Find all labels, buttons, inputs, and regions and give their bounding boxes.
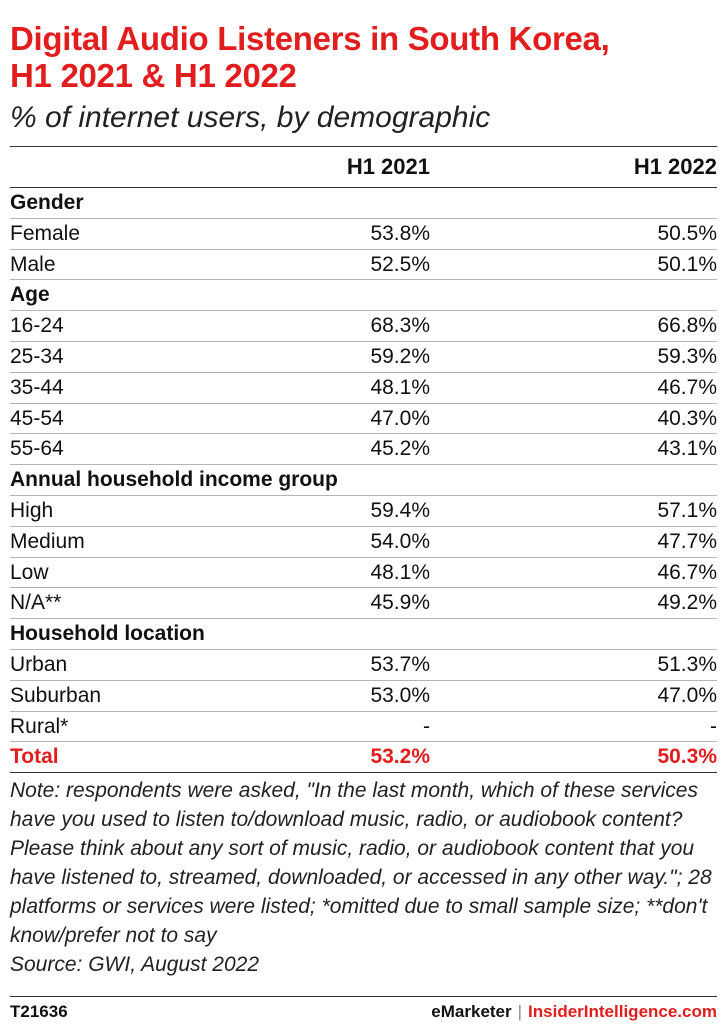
value-h1-2022: 66.8% [430, 310, 717, 342]
table-total-row: Total 53.2% 50.3% [10, 741, 717, 774]
table-row: Female 53.8% 50.5% [10, 218, 717, 250]
value-h1-2022: 43.1% [430, 433, 717, 466]
row-label: High [10, 495, 260, 527]
row-label: 45-54 [10, 403, 260, 435]
value-h1-2021: 47.0% [260, 403, 430, 435]
value-h1-2022: 59.3% [430, 341, 717, 373]
table-row: Suburban 53.0% 47.0% [10, 680, 717, 712]
value-h1-2022: 47.0% [430, 680, 717, 712]
table-row: Low 48.1% 46.7% [10, 557, 717, 589]
chart-title: Digital Audio Listeners in South Korea, … [10, 20, 717, 94]
value-h1-2021: 45.9% [260, 587, 430, 620]
group-label: Annual household income group [10, 464, 717, 496]
group-label: Gender [10, 187, 717, 219]
row-label: 16-24 [10, 310, 260, 342]
value-h1-2021: 53.2% [260, 741, 430, 774]
table-group-row: Age [10, 279, 717, 312]
table-row: 55-64 45.2% 43.1% [10, 433, 717, 466]
table-row: 25-34 59.2% 59.3% [10, 341, 717, 373]
table-header-row: H1 2021 H1 2022 [10, 146, 717, 188]
chart-footer: T21636 eMarketer | InsiderIntelligence.com [10, 996, 717, 1025]
value-h1-2022: 49.2% [430, 587, 717, 620]
row-label: 25-34 [10, 341, 260, 373]
table-row: 45-54 47.0% 40.3% [10, 403, 717, 435]
row-label: Suburban [10, 680, 260, 712]
value-h1-2021: 59.4% [260, 495, 430, 527]
brand-separator: | [517, 1002, 523, 1021]
chart-title-line-1: Digital Audio Listeners in South Korea, [10, 20, 610, 57]
table-row: Male 52.5% 50.1% [10, 249, 717, 281]
source-text: Source: GWI, August 2022 [10, 953, 260, 977]
value-h1-2022: 50.3% [430, 741, 717, 774]
value-h1-2022: 46.7% [430, 557, 717, 589]
value-h1-2022: 51.3% [430, 649, 717, 681]
column-header-h1-2022: H1 2022 [430, 146, 717, 188]
value-h1-2022: 57.1% [430, 495, 717, 527]
table-row: High 59.4% 57.1% [10, 495, 717, 527]
value-h1-2021: 48.1% [260, 557, 430, 589]
note-text: Note: respondents were asked, "In the la… [10, 779, 712, 948]
value-h1-2022: 50.1% [430, 249, 717, 281]
row-label: Male [10, 249, 260, 281]
column-header-h1-2021: H1 2021 [260, 146, 430, 188]
table-row: 35-44 48.1% 46.7% [10, 372, 717, 404]
row-label: Medium [10, 526, 260, 558]
brand-emarketer: eMarketer [431, 1002, 512, 1021]
chart-container: Digital Audio Listeners in South Korea, … [10, 20, 717, 979]
row-label: Low [10, 557, 260, 589]
brand-insider-intelligence: InsiderIntelligence.com [528, 1002, 717, 1021]
table-group-row: Annual household income group [10, 464, 717, 496]
value-h1-2022: - [430, 711, 717, 743]
value-h1-2021: 53.0% [260, 680, 430, 712]
value-h1-2021: 68.3% [260, 310, 430, 342]
table-row: Medium 54.0% 47.7% [10, 526, 717, 558]
value-h1-2021: 52.5% [260, 249, 430, 281]
row-label: 55-64 [10, 433, 260, 466]
row-label: N/A** [10, 587, 260, 620]
chart-subtitle: % of internet users, by demographic [10, 101, 491, 134]
data-table: H1 2021 H1 2022 Gender Female 53.8% 50.5% Ma… [10, 146, 717, 774]
value-h1-2022: 50.5% [430, 218, 717, 250]
value-h1-2021: 54.0% [260, 526, 430, 558]
table-row: Urban 53.7% 51.3% [10, 649, 717, 681]
value-h1-2022: 47.7% [430, 526, 717, 558]
chart-note: Note: respondents were asked, "In the la… [10, 776, 717, 979]
value-h1-2022: 46.7% [430, 372, 717, 404]
row-label: Female [10, 218, 260, 250]
row-label: Total [10, 741, 260, 774]
table-row: 16-24 68.3% 66.8% [10, 310, 717, 342]
value-h1-2021: 59.2% [260, 341, 430, 373]
row-label: Urban [10, 649, 260, 681]
value-h1-2021: 45.2% [260, 433, 430, 466]
table-row: Rural* - - [10, 711, 717, 743]
value-h1-2021: 53.7% [260, 649, 430, 681]
row-label: 35-44 [10, 372, 260, 404]
group-label: Household location [10, 618, 717, 650]
value-h1-2021: 53.8% [260, 218, 430, 250]
column-header-label [10, 146, 260, 188]
value-h1-2022: 40.3% [430, 403, 717, 435]
group-label: Age [10, 279, 717, 312]
table-group-row: Gender [10, 187, 717, 219]
table-group-row: Household location [10, 618, 717, 650]
footer-brand: eMarketer | InsiderIntelligence.com [431, 999, 717, 1025]
table-body: Gender Female 53.8% 50.5% Male 52.5% 50.1% Age 1… [10, 187, 717, 774]
row-label: Rural* [10, 711, 260, 743]
table-row: N/A** 45.9% 49.2% [10, 587, 717, 620]
chart-id: T21636 [10, 1002, 68, 1021]
value-h1-2021: - [260, 711, 430, 743]
chart-title-line-2: H1 2021 & H1 2022 [10, 57, 297, 94]
value-h1-2021: 48.1% [260, 372, 430, 404]
